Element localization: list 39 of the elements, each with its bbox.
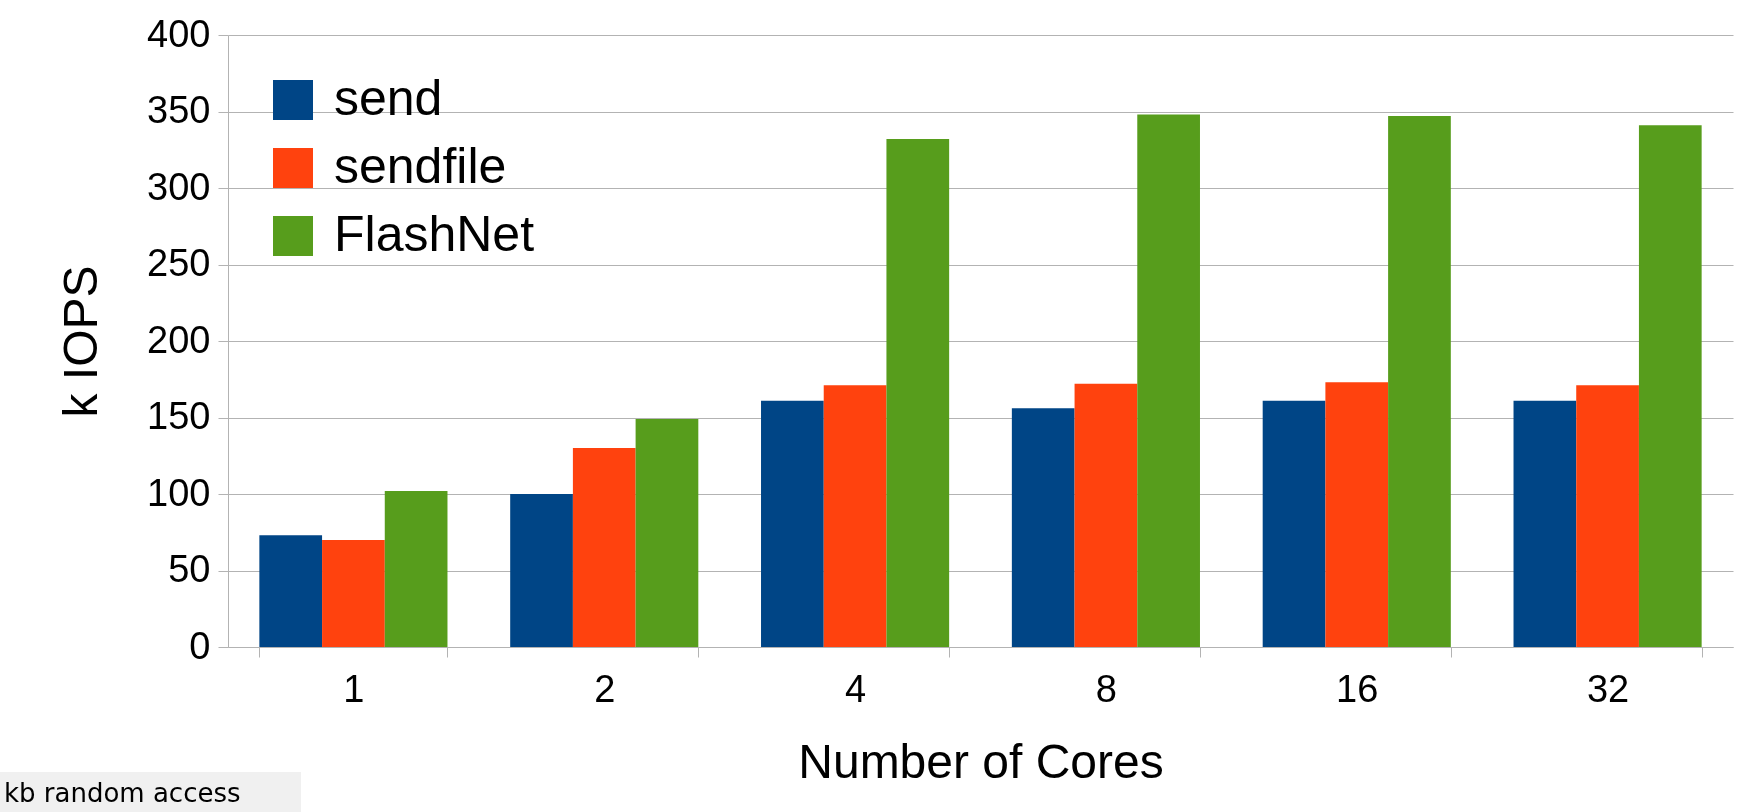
bar: [761, 400, 824, 647]
y-tick-label: 0: [189, 624, 211, 667]
legend-label: sendfile: [334, 138, 507, 194]
bar: [1325, 382, 1389, 647]
x-tick-label: 2: [594, 667, 616, 710]
bar: [635, 419, 699, 647]
x-axis-title: Number of Cores: [798, 734, 1164, 788]
bar: [1074, 383, 1138, 647]
bar: [1137, 114, 1200, 647]
y-tick-label: 200: [147, 318, 211, 361]
y-tick-label: 150: [147, 395, 211, 437]
bar: [823, 385, 887, 647]
bar: [572, 448, 636, 647]
bar: [259, 535, 323, 647]
y-tick-label: 300: [147, 165, 211, 208]
y-tick-label: 350: [147, 89, 211, 131]
bar: [1513, 400, 1577, 647]
y-tick-label: 250: [147, 242, 211, 284]
y-tick-label: 400: [147, 12, 211, 55]
bar: [886, 139, 950, 647]
y-tick-label: 100: [147, 471, 211, 514]
bar: [1262, 400, 1326, 647]
bar: [510, 494, 573, 647]
x-tick-label: 1: [343, 667, 365, 710]
bar: [1011, 408, 1075, 647]
bar: [1576, 385, 1639, 647]
x-tick-label: 16: [1336, 667, 1379, 710]
bar: [322, 539, 385, 647]
bar: [1638, 125, 1702, 647]
x-tick-label: 8: [1095, 667, 1117, 710]
y-tick-label: 50: [168, 548, 211, 590]
bar: [1388, 116, 1451, 647]
x-tick-label: 32: [1586, 667, 1630, 710]
bar: [384, 490, 448, 647]
x-tick-label: 4: [845, 667, 867, 710]
text: kb random access: [0, 772, 301, 812]
legend-label: FlashNet: [334, 206, 535, 262]
y-axis-title: k IOPS: [54, 265, 108, 418]
legend-label: send: [334, 70, 443, 126]
